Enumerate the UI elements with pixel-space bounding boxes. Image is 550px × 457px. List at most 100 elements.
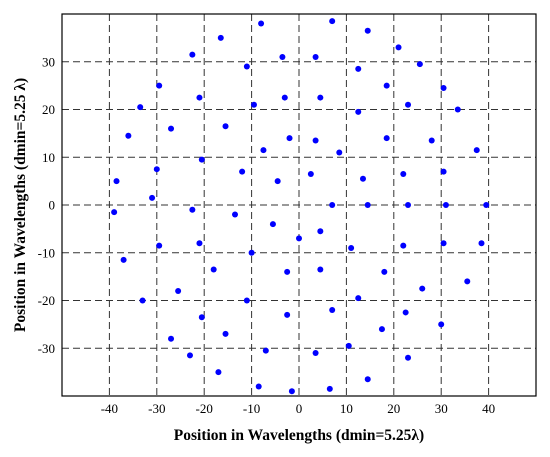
data-point	[198, 156, 205, 163]
y-tick-label: 30	[42, 54, 55, 69]
data-point	[255, 383, 262, 390]
x-tick-label: -30	[148, 401, 165, 416]
data-point	[317, 266, 324, 273]
data-point	[284, 268, 291, 275]
x-tick-label: -40	[101, 401, 118, 416]
data-point	[153, 166, 160, 173]
data-point	[336, 149, 343, 156]
data-point	[274, 178, 281, 185]
data-point	[125, 132, 132, 139]
data-point	[189, 51, 196, 58]
data-point	[312, 137, 319, 144]
data-point	[156, 242, 163, 249]
x-tick-labels: -40 -30 -20 -10 0 10 20 30 40	[101, 401, 495, 416]
data-point	[478, 240, 485, 247]
data-point	[317, 228, 324, 235]
data-point	[296, 235, 302, 242]
data-point	[329, 202, 336, 208]
data-point	[454, 106, 461, 113]
data-point	[210, 266, 217, 273]
data-point	[168, 335, 175, 342]
data-point	[416, 61, 423, 68]
x-tick-label: -10	[243, 401, 260, 416]
data-point	[286, 135, 293, 142]
data-point	[364, 376, 371, 383]
data-point	[440, 168, 447, 175]
y-tick-label: 20	[42, 102, 55, 117]
x-tick-label: 30	[435, 401, 448, 416]
data-point	[428, 137, 435, 144]
data-point	[307, 170, 314, 177]
data-point	[329, 18, 336, 25]
data-point	[239, 168, 246, 175]
y-tick-label: 0	[49, 198, 56, 213]
y-axis-title: Position in Wavelengths (dmin=5.25 λ)	[12, 78, 29, 332]
data-point	[405, 101, 412, 108]
data-point	[312, 350, 319, 357]
data-point	[260, 147, 267, 154]
data-point	[405, 202, 412, 208]
data-point	[355, 108, 362, 115]
data-point	[156, 82, 163, 89]
data-point	[222, 330, 229, 337]
data-point	[186, 352, 193, 359]
data-point	[442, 202, 449, 208]
data-point	[168, 125, 175, 132]
data-point	[383, 82, 390, 89]
data-point	[198, 314, 205, 321]
data-point	[464, 278, 471, 285]
data-point	[279, 53, 286, 60]
data-point	[348, 244, 355, 251]
data-point	[440, 240, 447, 247]
data-point	[196, 240, 203, 247]
data-point	[345, 342, 352, 349]
data-point	[215, 369, 222, 376]
x-tick-label: 0	[296, 401, 303, 416]
data-point	[326, 385, 333, 392]
data-point	[378, 326, 385, 333]
data-point	[473, 147, 480, 154]
data-point	[440, 85, 447, 92]
data-point	[405, 354, 412, 361]
data-point	[312, 53, 319, 60]
data-point	[400, 170, 407, 177]
data-point	[120, 256, 127, 263]
data-point	[139, 297, 146, 304]
data-point	[262, 347, 269, 354]
y-tick-labels: -30 -20 -10 0 10 20 30	[38, 54, 55, 356]
y-tick-label: 10	[42, 150, 55, 165]
data-point	[250, 101, 257, 108]
x-tick-label: 40	[482, 401, 495, 416]
x-tick-label: 10	[340, 401, 353, 416]
x-tick-label: 20	[387, 401, 400, 416]
data-point	[113, 178, 120, 185]
data-point	[483, 202, 490, 208]
y-tick-label: -30	[38, 341, 55, 356]
data-point	[196, 94, 203, 101]
data-point	[329, 307, 336, 314]
data-point	[258, 20, 265, 27]
data-point	[175, 287, 182, 294]
y-tick-label: -20	[38, 293, 55, 308]
data-point	[217, 34, 224, 41]
data-point	[381, 268, 388, 275]
data-points	[111, 18, 490, 395]
data-point	[395, 44, 402, 51]
y-tick-label: -10	[38, 245, 55, 260]
plot-frame	[61, 13, 537, 397]
data-point	[284, 311, 291, 318]
data-point	[364, 27, 371, 34]
data-point	[359, 175, 366, 182]
data-point	[438, 321, 445, 328]
data-point	[111, 209, 118, 216]
grid-lines	[62, 14, 536, 396]
data-point	[137, 104, 144, 111]
data-point	[232, 211, 239, 218]
data-point	[189, 206, 196, 213]
data-point	[248, 249, 255, 256]
data-point	[243, 297, 250, 304]
data-point	[355, 295, 362, 302]
data-point	[243, 63, 250, 70]
